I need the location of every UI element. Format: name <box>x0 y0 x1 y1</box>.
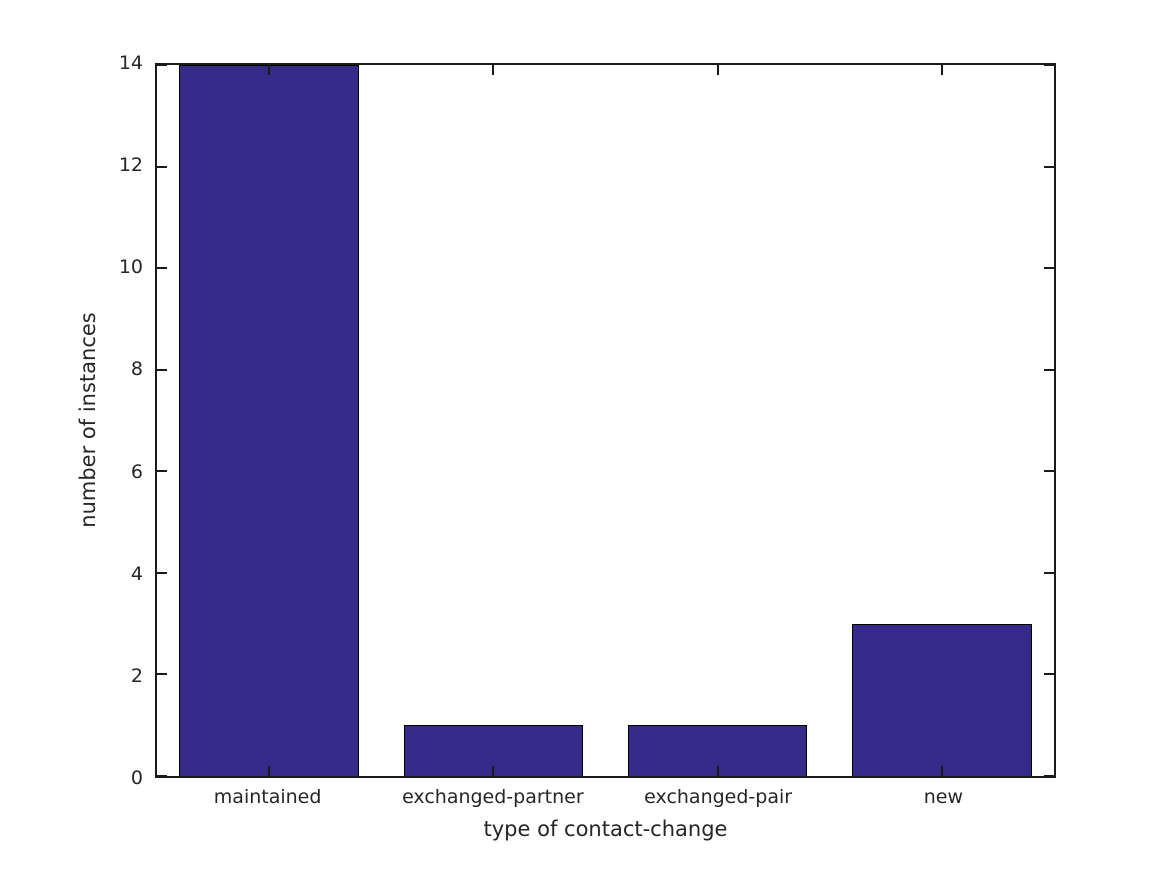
y-tick-8 <box>157 368 167 371</box>
plot-area <box>155 63 1056 778</box>
y-tick-2 <box>1044 673 1054 676</box>
y-tick-12 <box>1044 165 1054 168</box>
y-tick-label-10: 10 <box>118 256 143 279</box>
x-tick-maintained <box>268 766 271 776</box>
bar-maintained <box>179 65 359 776</box>
y-tick-4 <box>1044 571 1054 574</box>
y-tick-0 <box>157 775 167 777</box>
y-tick-14 <box>1044 64 1054 66</box>
x-tick-label-exchanged-pair: exchanged-pair <box>644 786 793 808</box>
x-tick-maintained <box>268 65 271 75</box>
x-tick-label-exchanged-partner: exchanged-partner <box>402 786 584 808</box>
x-tick-exchanged-partner <box>492 766 495 776</box>
y-tick-label-0: 0 <box>130 767 143 789</box>
y-tick-10 <box>157 267 167 270</box>
y-tick-label-4: 4 <box>130 562 143 585</box>
y-axis-label: number of instances <box>76 312 100 528</box>
x-tick-exchanged-partner <box>492 65 495 75</box>
x-tick-label-new: new <box>923 786 964 808</box>
y-tick-0 <box>1044 775 1054 777</box>
y-tick-14 <box>157 64 167 66</box>
y-tick-label-8: 8 <box>130 358 143 381</box>
x-axis-label: type of contact-change <box>483 817 728 841</box>
x-tick-exchanged-pair <box>716 766 719 776</box>
x-tick-exchanged-pair <box>716 65 719 75</box>
y-tick-label-14: 14 <box>118 52 143 74</box>
y-tick-6 <box>157 470 167 473</box>
x-tick-new <box>940 766 943 776</box>
y-tick-label-12: 12 <box>118 154 143 177</box>
y-tick-8 <box>1044 368 1054 371</box>
y-tick-label-2: 2 <box>130 664 143 687</box>
y-tick-6 <box>1044 470 1054 473</box>
x-tick-new <box>940 65 943 75</box>
bar-new <box>852 623 1032 776</box>
y-tick-2 <box>157 673 167 676</box>
x-tick-label-maintained: maintained <box>213 786 322 808</box>
y-tick-label-6: 6 <box>130 460 143 483</box>
y-tick-10 <box>1044 267 1054 270</box>
y-tick-4 <box>157 571 167 574</box>
y-tick-12 <box>157 165 167 168</box>
